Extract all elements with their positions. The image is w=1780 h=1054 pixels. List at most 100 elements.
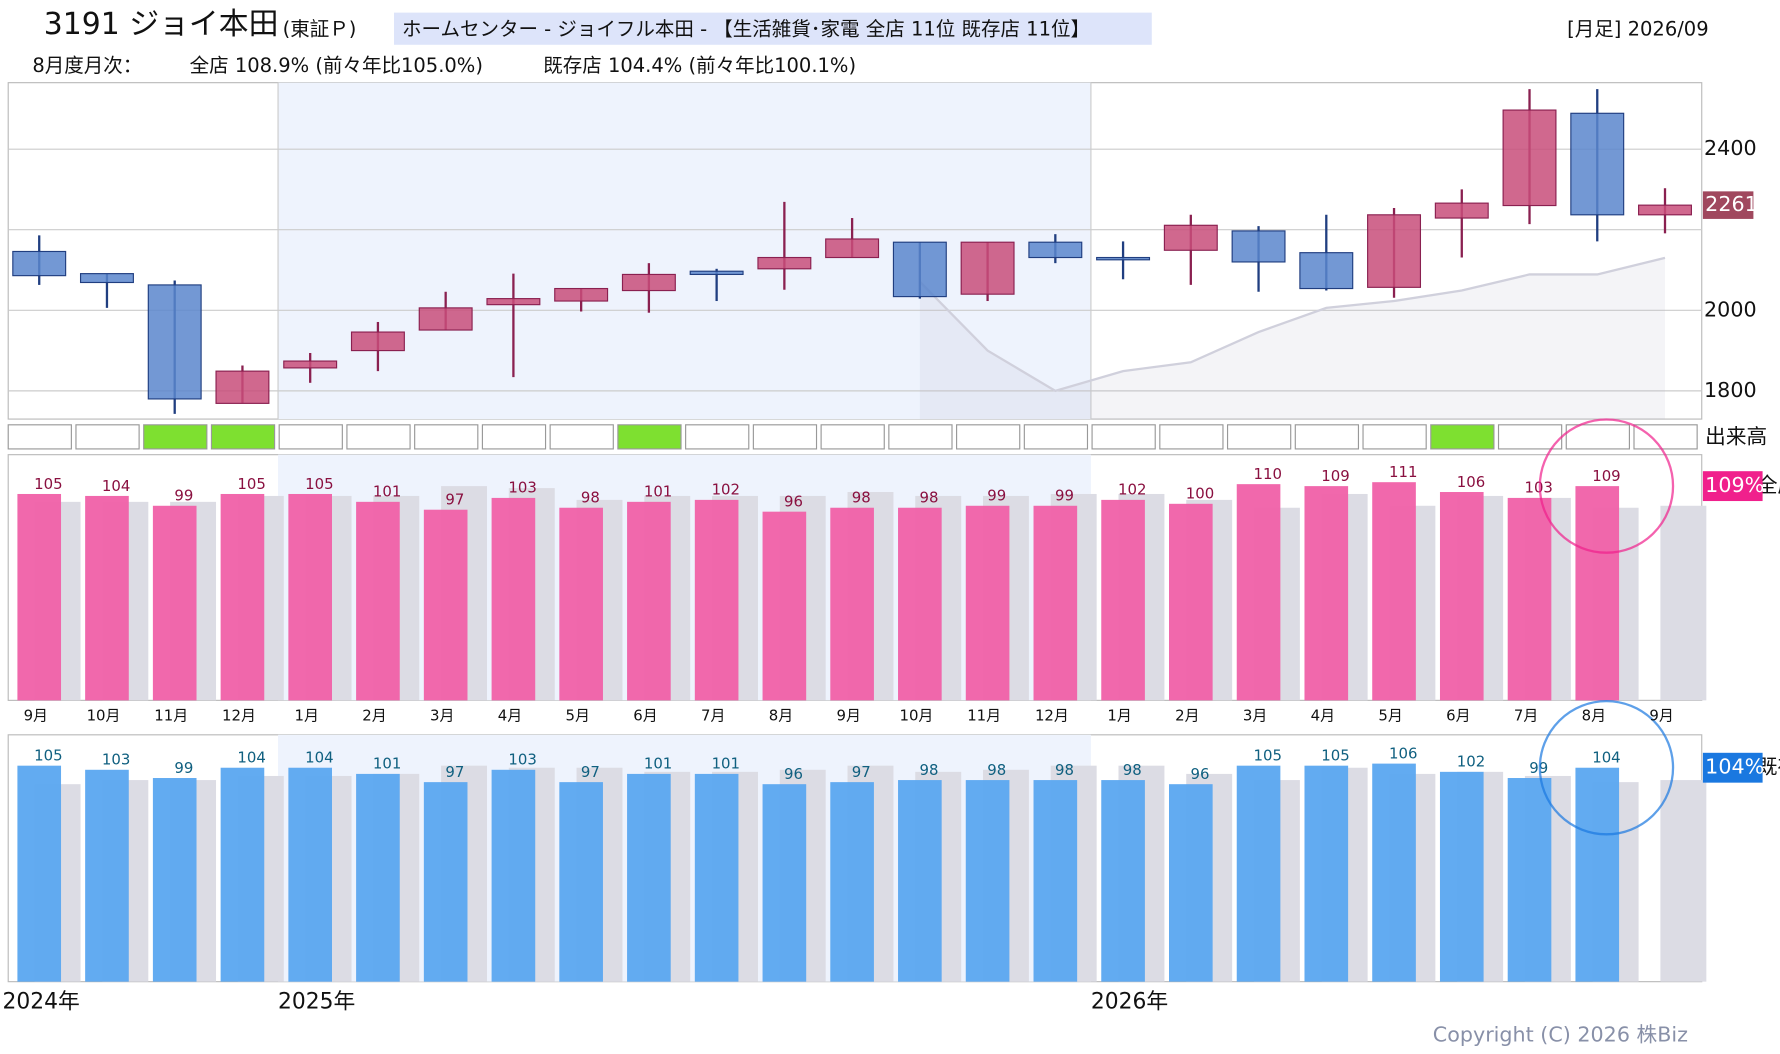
value-label: 101 [373,483,401,501]
volume-box [685,424,750,450]
panel-name: 既存店 [1757,755,1780,779]
value-label: 98 [1055,761,1074,779]
value-label: 97 [581,763,600,781]
bar [1033,505,1078,701]
bar [1439,492,1484,701]
value-label: 98 [581,489,600,507]
ma-line [919,256,1666,393]
volume-box [346,424,411,450]
value-label: 103 [102,751,130,769]
x-tick-label: 12月 [222,706,256,724]
summary-all: 全店 108.9% (前々年比105.0%) [190,54,483,77]
value-label: 100 [1186,485,1214,503]
value-label: 104 [102,477,130,495]
x-tick-label: 9月 [24,706,48,724]
bar [627,501,671,701]
value-label: 109 [1592,467,1620,485]
x-tick-label: 4月 [1311,706,1335,724]
candle-body [12,250,67,277]
volume-box [1565,424,1630,450]
value-label: 106 [1457,473,1485,491]
value-label: 105 [1254,746,1282,764]
bar [1575,486,1620,701]
value-label: 101 [712,755,740,773]
value-label: 106 [1389,744,1417,762]
value-label: 96 [784,492,803,510]
bar [85,769,129,982]
volume-label: 出来高 [1705,424,1767,448]
bar [830,507,874,701]
y-tick-label: 2000 [1704,297,1757,321]
x-tick-label: 11月 [967,706,1001,724]
period: [月足] 2026/09 [1567,17,1708,40]
volume-box [143,424,208,450]
x-tick-label: 3月 [1243,706,1267,724]
value-label: 111 [1389,463,1417,481]
bar [1304,486,1349,701]
candle-body [689,270,744,276]
value-label: 98 [920,489,939,507]
volume-box [752,424,818,450]
bar [491,769,536,982]
value-label: 96 [784,765,803,783]
bar [762,511,807,701]
bar [627,773,671,982]
bar [220,767,265,982]
bar [152,778,197,982]
bar [559,782,603,982]
x-tick-label: 12月 [1035,706,1069,724]
year-label: 2024年 [2,989,79,1014]
candle-body [79,273,134,284]
value-label: 99 [174,487,193,505]
value-label: 109 [1321,467,1349,485]
bar [1101,499,1145,701]
value-label: 105 [1321,746,1349,764]
x-tick-label: 1月 [295,706,319,724]
bar [152,505,197,701]
value-label: 105 [305,475,333,493]
value-label: 102 [1457,753,1485,771]
bar [85,495,129,701]
year-shade [278,82,1091,420]
prev-bar [1660,505,1707,701]
bar [1169,784,1213,982]
x-tick-label: 6月 [1446,706,1470,724]
value-label: 105 [34,746,62,764]
volume-box [1633,424,1698,450]
x-tick-label: 8月 [1582,706,1606,724]
value-label: 97 [852,763,871,781]
bar [559,507,603,701]
candle-body [1570,112,1625,216]
x-tick-label: 9月 [1649,706,1673,724]
volume-box [617,424,682,450]
candle-body [1367,214,1422,288]
volume-box [1294,424,1360,450]
value-label: 110 [1254,465,1282,483]
value-label: 99 [174,759,193,777]
y-tick-label: 1800 [1704,378,1757,402]
volume-box [1497,424,1563,450]
volume-box [888,424,953,450]
x-tick-label: 10月 [87,706,121,724]
value-label: 98 [987,761,1006,779]
x-tick-label: 11月 [154,706,188,724]
candle-body [283,360,338,369]
value-label: 101 [644,755,672,773]
x-tick-label: 10月 [899,706,933,724]
bar [965,505,1010,701]
bar [1372,763,1416,982]
bar [694,773,739,982]
bar [17,765,62,982]
volume-box [1226,424,1292,450]
bar [965,780,1010,982]
value-label: 98 [1123,761,1142,779]
candle-body [215,370,270,404]
exchange: (東証Ｐ) [283,17,357,40]
value-label: 104 [1592,749,1620,767]
volume-box [75,424,140,450]
bar [220,493,265,701]
x-tick-label: 7月 [701,706,725,724]
bar [1033,780,1078,982]
price-tag [1702,191,1754,219]
volume-box [1159,424,1224,450]
